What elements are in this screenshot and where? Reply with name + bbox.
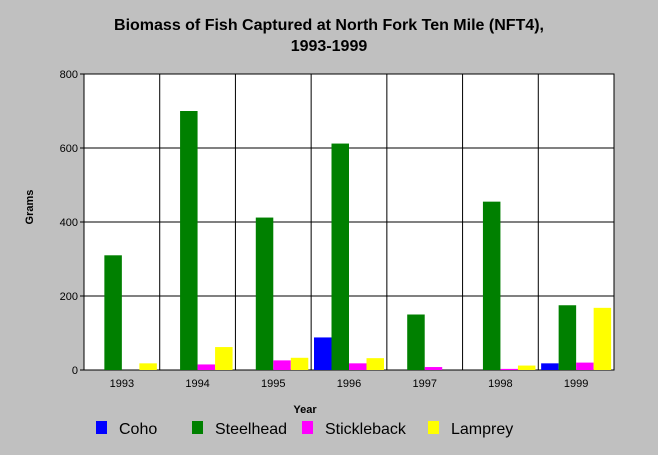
y-tick-label: 400: [60, 217, 78, 229]
legend-label-coho: Coho: [119, 421, 157, 438]
x-tick-label: 1998: [488, 378, 512, 390]
bar-lamprey-1993: [139, 363, 157, 370]
y-axis-label: Grams: [24, 190, 36, 225]
x-tick-label: 1993: [110, 378, 134, 390]
bar-coho-1999: [541, 363, 559, 370]
y-tick-label: 800: [60, 69, 78, 81]
x-tick-label: 1995: [261, 378, 285, 390]
bar-stickleback-1996: [349, 363, 367, 370]
x-tick-label: 1994: [185, 378, 209, 390]
legend-swatch-coho: [96, 421, 107, 434]
bar-lamprey-1999: [593, 307, 612, 370]
bar-lamprey-1998: [517, 365, 536, 370]
x-axis-label: Year: [293, 404, 317, 416]
legend-swatch-steelhead: [192, 421, 203, 434]
bar-stickleback-1999: [576, 362, 594, 370]
bar-stickleback-1997: [424, 367, 443, 370]
bar-stickleback-1998: [500, 368, 518, 370]
bar-lamprey-1996: [366, 358, 384, 370]
bar-steelhead-1993: [104, 255, 122, 370]
bar-steelhead-1999: [558, 305, 577, 370]
y-tick-label: 0: [72, 365, 78, 377]
legend-label-lamprey: Lamprey: [451, 421, 513, 438]
bar-stickleback-1994: [197, 364, 216, 370]
legend-label-steelhead: Steelhead: [215, 421, 287, 438]
y-tick-label: 600: [60, 143, 78, 155]
legend-swatch-lamprey: [428, 421, 439, 434]
bar-lamprey-1994: [215, 347, 233, 370]
legend-label-stickleback: Stickleback: [325, 421, 407, 438]
y-tick-label: 200: [60, 291, 78, 303]
bar-steelhead-1994: [180, 111, 198, 370]
bar-lamprey-1995: [290, 357, 309, 370]
x-axis-ticks: 1993 1994 1995 1996 1997 1998 1999: [110, 378, 589, 390]
chart-title-line-2: 1993-1999: [291, 38, 368, 55]
bars: [104, 111, 612, 370]
legend: Coho Steelhead Stickleback Lamprey: [96, 421, 513, 438]
bar-steelhead-1998: [482, 201, 501, 370]
x-tick-label: 1996: [337, 378, 361, 390]
bar-coho-1996: [314, 337, 332, 370]
chart-title-line-1: Biomass of Fish Captured at North Fork T…: [114, 17, 544, 34]
y-axis-ticks: 0 200 400 600 800: [60, 69, 84, 377]
bar-steelhead-1996: [331, 143, 349, 370]
bar-steelhead-1997: [407, 314, 425, 370]
grid-lines: [84, 74, 614, 370]
x-tick-label: 1997: [412, 378, 436, 390]
bar-steelhead-1995: [255, 217, 274, 370]
x-tick-label: 1999: [564, 378, 588, 390]
legend-swatch-stickleback: [302, 421, 313, 434]
bar-stickleback-1995: [273, 360, 291, 370]
